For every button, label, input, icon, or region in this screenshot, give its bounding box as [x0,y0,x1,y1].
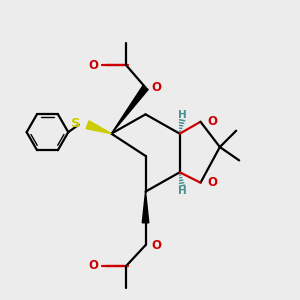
Text: H: H [178,186,187,196]
Polygon shape [111,85,148,134]
Text: O: O [88,59,99,72]
Text: O: O [207,115,217,128]
Text: O: O [152,81,161,94]
Polygon shape [142,192,149,223]
Text: O: O [207,176,217,189]
Text: S: S [70,117,80,130]
Polygon shape [86,121,111,134]
Text: O: O [88,260,99,272]
Text: O: O [152,238,161,252]
Text: H: H [178,110,187,120]
